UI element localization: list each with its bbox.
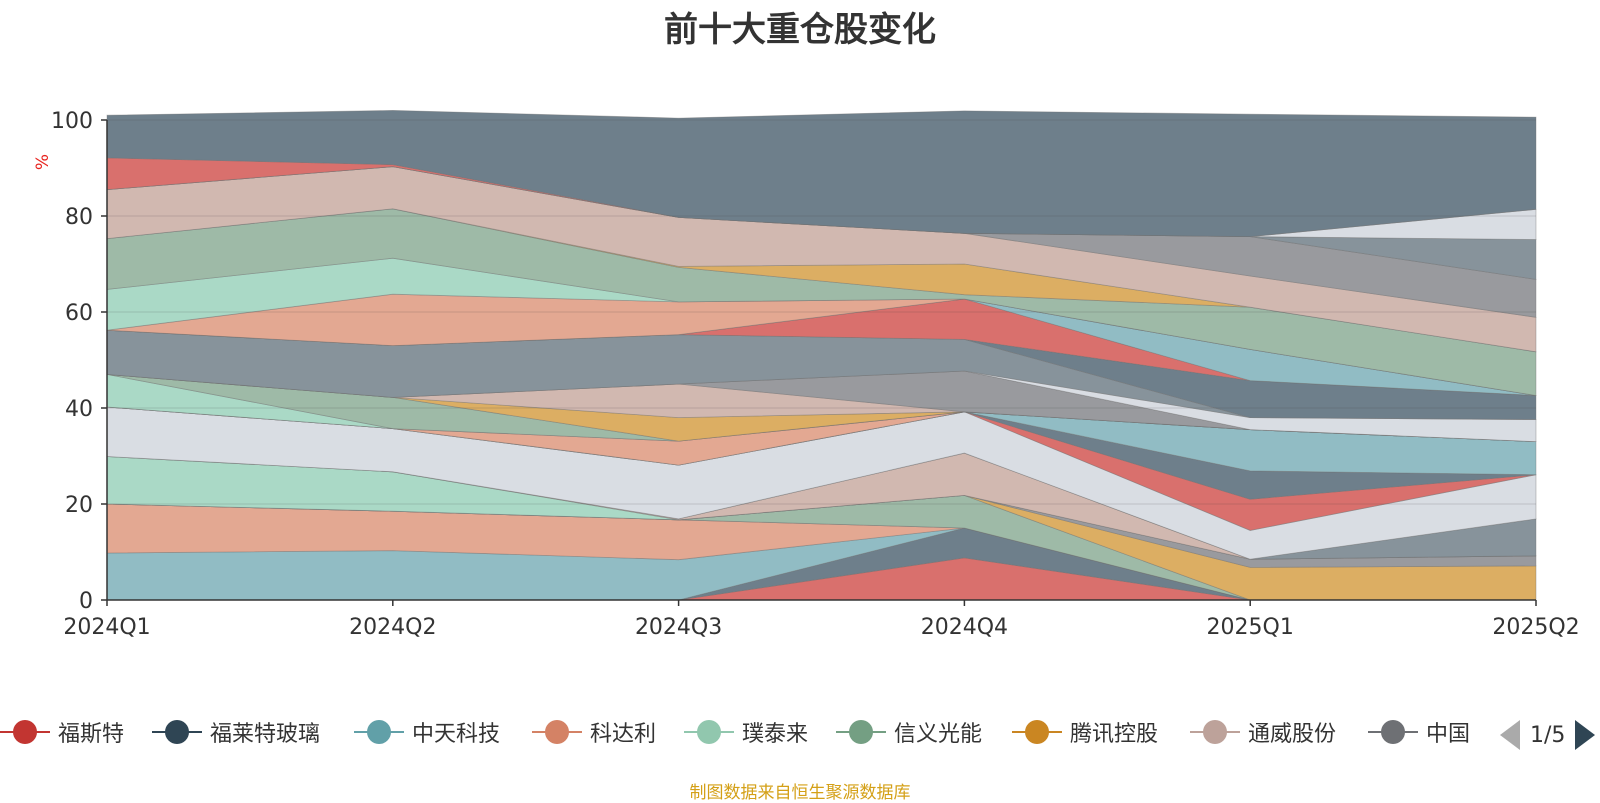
legend-label: 科达利 xyxy=(590,722,657,747)
legend-label: 璞泰来 xyxy=(742,722,809,747)
source-note: 制图数据来自恒生聚源数据库 xyxy=(689,783,911,803)
y-tick-label: 20 xyxy=(65,493,93,518)
legend-label: 中国 xyxy=(1426,722,1471,747)
legend-label: 福斯特 xyxy=(58,722,125,747)
y-tick-label: 80 xyxy=(65,205,93,230)
x-tick-label: 2025Q2 xyxy=(1492,615,1579,640)
legend-label: 腾讯控股 xyxy=(1070,722,1159,747)
y-tick-label: 40 xyxy=(65,397,93,422)
legend-label: 信义光能 xyxy=(894,722,983,747)
y-axis-unit: % xyxy=(33,154,53,170)
legend-item[interactable]: 福斯特 xyxy=(0,712,124,752)
legend-marker-icon xyxy=(532,720,582,744)
legend-marker-icon xyxy=(0,720,50,744)
legend-pager: 1/5 xyxy=(1500,715,1596,755)
area-series-group xyxy=(106,109,1537,601)
legend-next-page-icon[interactable] xyxy=(1575,720,1596,750)
x-tick-label: 2024Q4 xyxy=(921,615,1008,640)
legend-label: 通威股份 xyxy=(1248,722,1337,747)
legend-item[interactable]: 中天科技 xyxy=(354,712,500,752)
legend-item[interactable]: 腾讯控股 xyxy=(1012,712,1158,752)
x-tick-label: 2024Q3 xyxy=(635,615,722,640)
area-band-22 xyxy=(106,370,1537,443)
grid-lines xyxy=(107,119,1536,505)
legend-item[interactable]: 福莱特玻璃 xyxy=(152,712,320,752)
legend-item[interactable]: 中国 xyxy=(1368,712,1470,752)
legend-item[interactable]: 璞泰来 xyxy=(684,712,808,752)
x-tick-label: 2024Q2 xyxy=(349,615,436,640)
area-band-6 xyxy=(106,494,1536,601)
y-tick-label: 100 xyxy=(51,109,93,134)
legend: 福斯特 福莱特玻璃 中天科技 科达利 璞泰来 信义光能 腾讯控股 通威股份 中国 xyxy=(0,712,1480,752)
legend-marker-icon xyxy=(1190,720,1240,744)
legend-item[interactable]: 信义光能 xyxy=(836,712,982,752)
legend-item[interactable]: 科达利 xyxy=(532,712,656,752)
legend-label: 中天科技 xyxy=(412,722,501,747)
legend-marker-icon xyxy=(836,720,886,744)
y-tick-label: 60 xyxy=(65,301,93,326)
legend-marker-icon xyxy=(684,720,734,744)
legend-marker-icon xyxy=(152,720,202,744)
area-band-5 xyxy=(106,503,1536,601)
legend-page-indicator: 1/5 xyxy=(1530,722,1566,748)
area-band-36 xyxy=(106,109,1537,238)
legend-marker-icon xyxy=(354,720,404,744)
legend-item[interactable]: 通威股份 xyxy=(1190,712,1336,752)
axes: 0 20 40 60 80 100 2024Q1 2024Q2 2024Q3 2024Q4 2025… xyxy=(51,109,1580,640)
legend-marker-icon xyxy=(1012,720,1062,744)
chart-title: 前十大重仓股变化 xyxy=(664,10,936,50)
y-tick-label: 0 xyxy=(79,589,93,614)
stacked-area-chart: 0 20 40 60 80 100 2024Q1 2024Q2 2024Q3 2024Q4 2025… xyxy=(33,109,1580,640)
legend-label: 福莱特玻璃 xyxy=(210,722,321,747)
legend-marker-icon xyxy=(1368,720,1418,744)
x-tick-label: 2024Q1 xyxy=(63,615,150,640)
legend-prev-page-icon[interactable] xyxy=(1500,720,1520,750)
x-tick-label: 2025Q1 xyxy=(1207,615,1294,640)
area-band-28 xyxy=(106,257,1537,396)
